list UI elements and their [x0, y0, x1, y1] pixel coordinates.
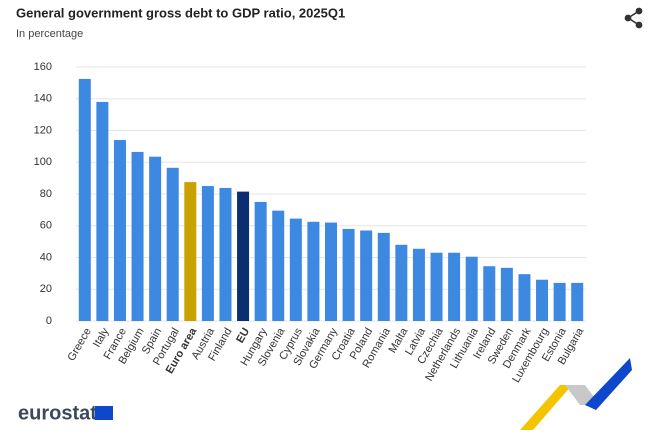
y-tick-label: 20	[40, 283, 52, 295]
bar	[571, 282, 584, 321]
bar	[448, 252, 461, 321]
logo-text: eurostat	[18, 402, 97, 424]
y-tick-label: 140	[34, 93, 52, 105]
x-tick-label: Greece	[65, 326, 93, 363]
bar	[360, 230, 373, 321]
bar	[412, 248, 425, 321]
bar	[307, 221, 320, 321]
bar	[289, 218, 302, 321]
bar	[553, 282, 566, 321]
bar	[395, 244, 408, 321]
bar	[483, 266, 496, 321]
bar	[96, 101, 109, 321]
y-tick-label: 160	[34, 61, 52, 73]
bar	[149, 156, 162, 321]
bar	[430, 252, 443, 321]
bar	[377, 232, 390, 321]
bar	[113, 140, 126, 321]
bar	[465, 256, 478, 321]
bar	[219, 187, 232, 321]
decoration	[520, 358, 632, 430]
bar	[237, 191, 250, 321]
share-icon[interactable]	[624, 7, 643, 29]
y-tick-label: 80	[40, 188, 52, 200]
y-tick-label: 40	[40, 251, 52, 263]
y-tick-label: 120	[34, 124, 52, 136]
chart-title: General government gross debt to GDP rat…	[16, 5, 345, 20]
eu-flag	[95, 406, 113, 420]
y-tick-label: 60	[40, 220, 52, 232]
bar	[254, 201, 267, 321]
bar	[166, 167, 179, 321]
y-tick-label: 100	[34, 156, 52, 168]
bar	[325, 222, 337, 321]
bar	[272, 210, 285, 321]
bar	[201, 186, 214, 321]
bar	[518, 274, 531, 321]
bar	[500, 267, 513, 321]
y-tick-label: 0	[46, 315, 52, 327]
bar	[131, 151, 144, 321]
bar	[342, 228, 355, 321]
bar	[536, 279, 549, 321]
chart-subtitle: In percentage	[16, 28, 83, 40]
bar	[184, 182, 197, 321]
bar	[78, 78, 91, 321]
